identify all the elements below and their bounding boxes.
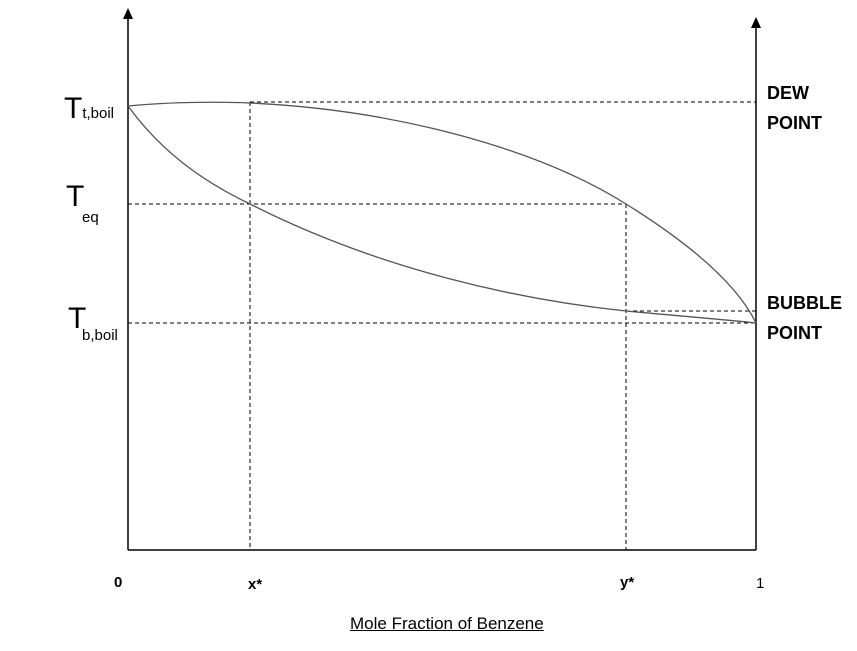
- bubble-point-label: BUBBLE POINT: [767, 288, 842, 348]
- t-eq-label: T: [66, 182, 84, 212]
- dew-point-line2: POINT: [767, 113, 823, 133]
- bubble-point-line2: POINT: [767, 323, 823, 343]
- b-boil-label: T: [68, 304, 86, 334]
- left-axis-arrow-icon: [123, 8, 133, 19]
- b-boil-main: T: [68, 302, 87, 335]
- x-tick-zero: 0: [114, 574, 123, 591]
- t-boil-main: T: [64, 92, 83, 125]
- t-eq-sub: eq: [82, 209, 99, 226]
- right-axis-arrow-icon: [751, 17, 761, 28]
- dew-point-curve: [127, 101, 757, 324]
- b-boil-sub: b,boil: [82, 327, 118, 344]
- dew-point-label: DEW POINT: [767, 78, 822, 138]
- x-tick-x-star: x*: [248, 576, 263, 593]
- t-eq-main: T: [66, 180, 85, 213]
- x-tick-one: 1: [756, 575, 765, 592]
- bubble-point-line1: BUBBLE: [767, 293, 842, 313]
- t-boil-label: Tt,boil: [64, 94, 114, 124]
- guide-lines: [128, 101, 756, 550]
- x-axis-title: Mole Fraction of Benzene: [350, 614, 544, 633]
- x-tick-y-star: y*: [620, 574, 635, 591]
- bubble-point-curve: [127, 105, 757, 324]
- t-boil-sub: t,boil: [82, 105, 115, 122]
- dew-point-line1: DEW: [767, 83, 809, 103]
